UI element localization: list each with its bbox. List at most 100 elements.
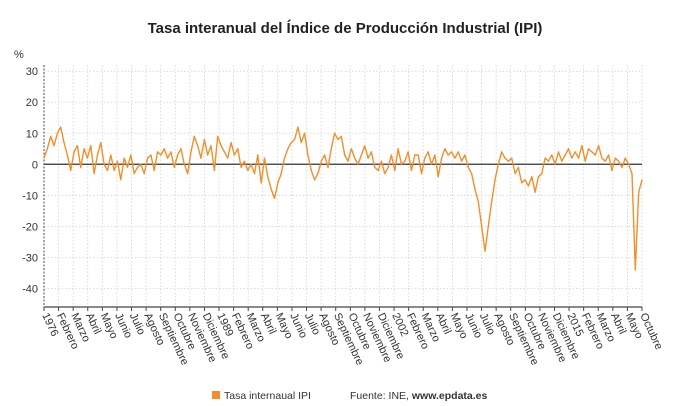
data-point xyxy=(487,225,489,227)
data-point xyxy=(501,151,503,153)
data-point xyxy=(177,154,179,156)
chart-title: Tasa interanual del Índice de Producción… xyxy=(148,20,543,37)
data-point xyxy=(347,160,349,162)
data-point xyxy=(120,179,122,181)
data-point xyxy=(537,176,540,178)
data-point xyxy=(243,160,246,162)
data-point xyxy=(424,157,426,159)
data-point xyxy=(287,148,289,150)
data-point xyxy=(394,169,396,172)
data-point xyxy=(73,151,75,153)
data-point xyxy=(481,225,483,227)
data-point xyxy=(270,188,272,190)
data-point xyxy=(156,151,159,153)
data-point xyxy=(63,141,65,144)
data-point xyxy=(554,163,556,165)
data-point xyxy=(574,151,576,153)
gridlines xyxy=(43,65,643,307)
data-point xyxy=(80,166,82,168)
y-tick-label: -20 xyxy=(22,221,38,233)
data-point xyxy=(380,160,383,162)
data-point xyxy=(564,154,566,156)
data-point xyxy=(531,176,533,178)
data-point xyxy=(257,154,259,156)
data-point xyxy=(477,200,479,203)
data-point xyxy=(638,191,640,193)
data-point xyxy=(387,166,389,168)
data-point xyxy=(237,148,239,150)
data-point xyxy=(534,191,536,193)
y-tick-label: -10 xyxy=(22,190,38,202)
y-tick-label: -40 xyxy=(22,283,38,295)
data-point xyxy=(143,172,145,175)
data-point xyxy=(56,132,58,134)
y-axis: 30 20 10 0 -10 -20 -30 -40 xyxy=(22,66,38,295)
data-point xyxy=(170,151,172,153)
data-point xyxy=(160,154,162,156)
data-point xyxy=(93,172,95,175)
data-point xyxy=(577,157,580,159)
data-point xyxy=(494,179,496,181)
source-text: Fuente: INE, www.epdata.es xyxy=(350,390,488,402)
data-point xyxy=(400,163,403,165)
data-point xyxy=(153,169,155,172)
data-point xyxy=(614,157,616,159)
data-point xyxy=(293,138,296,141)
y-tick-label: 20 xyxy=(26,97,38,109)
data-point xyxy=(634,269,636,271)
data-point xyxy=(467,166,469,168)
data-point xyxy=(230,141,232,144)
data-point xyxy=(364,145,366,147)
data-point xyxy=(631,172,633,175)
data-point xyxy=(474,188,476,190)
data-point xyxy=(277,182,279,184)
data-point xyxy=(66,154,68,156)
data-point xyxy=(173,166,175,168)
data-point xyxy=(260,182,262,184)
data-point xyxy=(180,148,182,150)
data-point xyxy=(584,160,586,162)
source-prefix: Fuente: INE, xyxy=(350,390,412,402)
data-point xyxy=(581,145,583,147)
y-axis-unit: % xyxy=(14,49,24,61)
data-point xyxy=(484,250,486,252)
data-point xyxy=(223,151,226,153)
data-point xyxy=(83,148,85,150)
data-point xyxy=(130,154,132,156)
source-link[interactable]: www.epdata.es xyxy=(411,390,488,402)
data-point xyxy=(163,148,165,150)
data-point xyxy=(297,126,299,128)
data-point xyxy=(113,169,115,172)
data-point xyxy=(597,145,600,147)
data-point xyxy=(103,163,105,165)
data-point xyxy=(454,157,456,159)
data-point xyxy=(521,182,523,184)
data-point xyxy=(357,163,359,165)
data-point xyxy=(390,154,393,156)
data-point xyxy=(136,166,139,168)
data-point xyxy=(360,154,362,156)
data-point xyxy=(384,172,386,175)
data-point xyxy=(557,151,560,153)
data-point xyxy=(233,154,236,156)
data-point xyxy=(310,169,312,172)
data-point xyxy=(167,157,169,159)
data-point xyxy=(110,154,112,156)
data-point xyxy=(263,157,266,159)
data-point xyxy=(444,148,446,150)
data-point xyxy=(46,148,48,150)
data-point xyxy=(273,197,276,200)
data-point xyxy=(547,160,550,162)
data-point xyxy=(197,145,199,147)
data-point xyxy=(621,166,623,168)
data-point xyxy=(140,163,142,165)
data-point xyxy=(123,157,125,159)
data-point xyxy=(43,157,45,159)
data-point xyxy=(280,172,282,175)
data-point xyxy=(354,157,356,159)
data-point xyxy=(207,154,209,156)
data-point xyxy=(601,157,603,159)
data-point xyxy=(504,157,506,159)
data-point xyxy=(150,154,152,156)
data-point xyxy=(450,151,453,153)
